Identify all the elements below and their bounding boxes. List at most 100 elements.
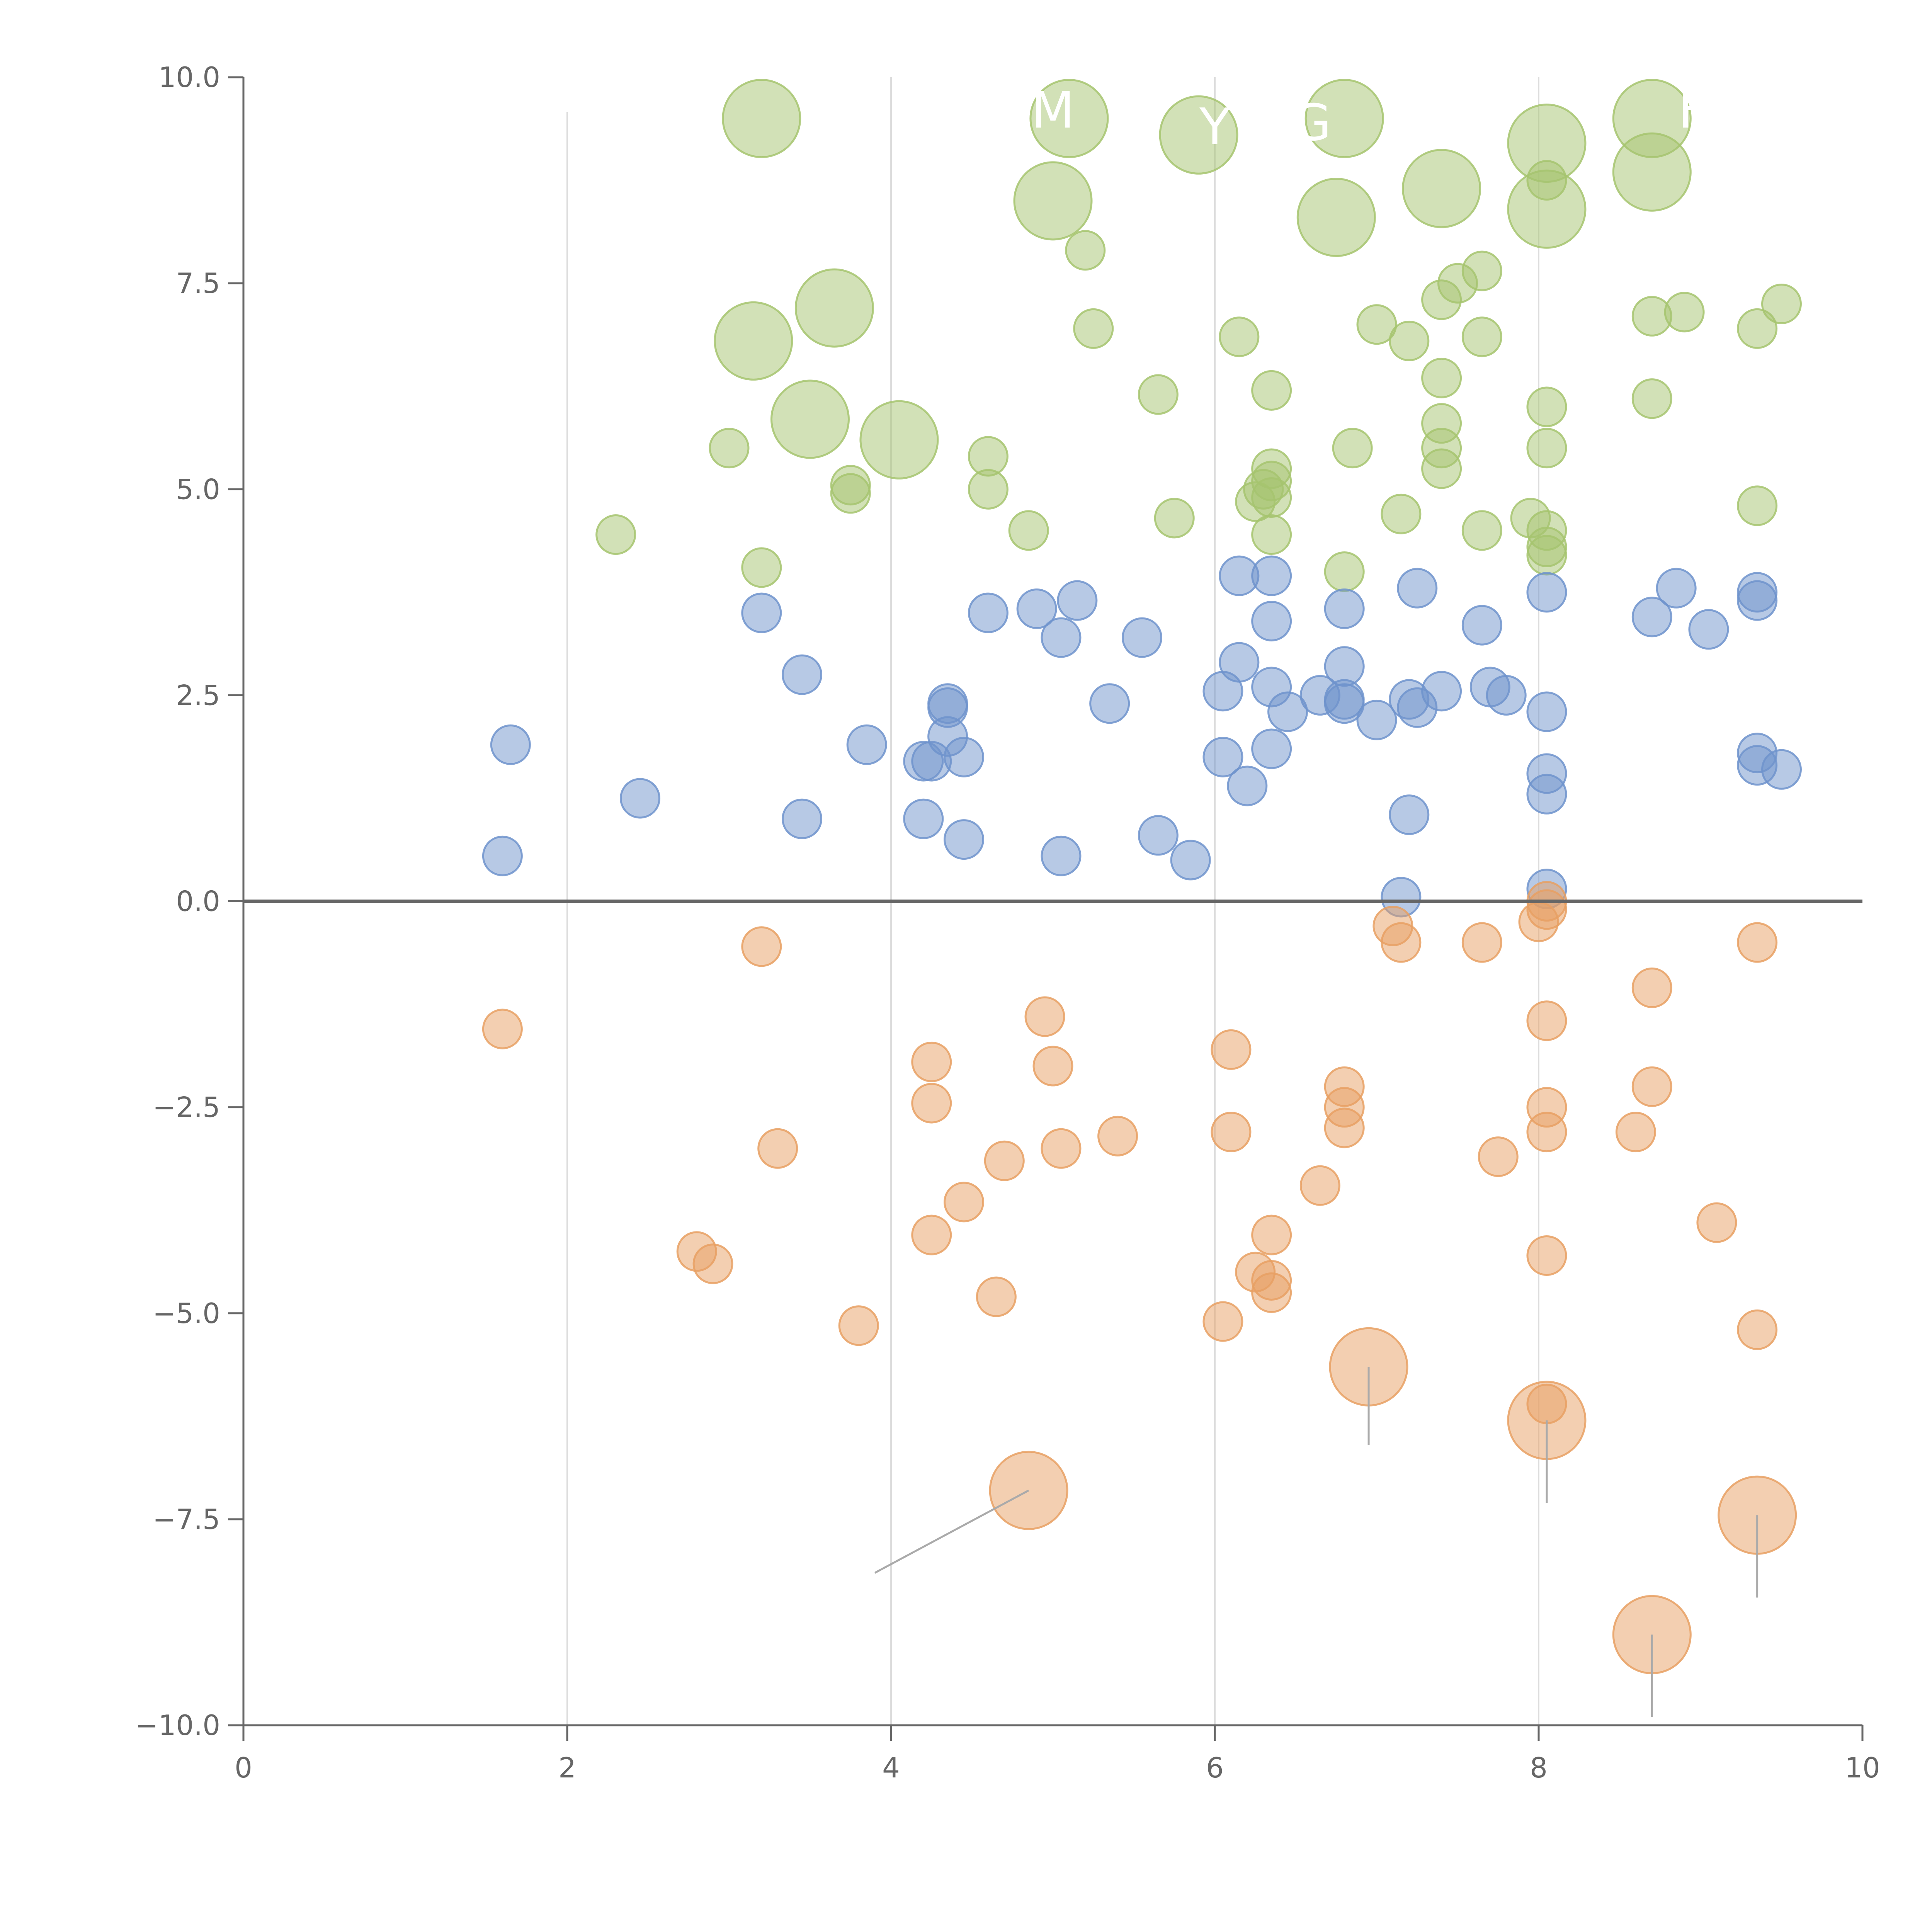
green-point <box>1461 316 1502 357</box>
green-point <box>794 268 874 348</box>
green-point <box>1073 308 1114 349</box>
orange-point <box>1251 1272 1292 1313</box>
orange-point <box>944 1182 985 1223</box>
green-point <box>770 379 850 459</box>
y-tick-label: −10.0 <box>135 1709 220 1742</box>
green-point <box>859 400 939 480</box>
blue-point <box>1421 671 1462 712</box>
green-point <box>1664 292 1705 333</box>
blue-point <box>944 736 985 777</box>
orange-point <box>1324 1107 1365 1148</box>
green-point <box>1526 386 1567 427</box>
blue-point <box>1267 691 1308 732</box>
y-tick-label: −5.0 <box>153 1297 220 1330</box>
green-point <box>1612 132 1692 212</box>
blue-point <box>1324 683 1365 724</box>
axes: 0 2 4 6 8 10 −10.0 −7.5 −5.0 −2.5 0.0 2.5 5.0 7.5 10.0 <box>135 61 1880 1784</box>
green-point <box>1526 535 1567 576</box>
blue-point <box>1486 675 1527 716</box>
blue-point <box>782 798 823 839</box>
blue-point <box>1121 617 1162 658</box>
green-point <box>1631 378 1672 419</box>
orange-point <box>1526 1383 1567 1424</box>
orange-point <box>1737 1309 1778 1350</box>
x-tick-label: 10 <box>1845 1752 1880 1784</box>
orange-point <box>1032 1046 1073 1087</box>
orange-point <box>1024 996 1065 1037</box>
blue-point <box>782 654 823 695</box>
point-label: F <box>1678 81 1707 139</box>
orange-point <box>1526 1000 1567 1041</box>
orange-point <box>1202 1301 1243 1342</box>
blue-point <box>1737 580 1778 621</box>
green-point <box>722 79 801 158</box>
y-tick-label: −2.5 <box>153 1091 220 1124</box>
green-point <box>1154 498 1195 539</box>
green-point <box>1332 428 1373 469</box>
blue-point <box>1461 605 1502 646</box>
point-label: M <box>1031 81 1075 139</box>
y-tick-label: 0.0 <box>176 885 220 918</box>
x-tick-label: 2 <box>558 1752 576 1784</box>
blue-point <box>1138 815 1179 856</box>
blue-point <box>1251 728 1292 769</box>
green-point <box>1737 308 1778 349</box>
blue-point <box>1526 774 1567 815</box>
orange-point <box>1251 1214 1292 1255</box>
green-point <box>1008 510 1049 551</box>
x-tick-label: 6 <box>1206 1752 1224 1784</box>
green-point <box>1461 250 1502 291</box>
orange-point <box>1696 1202 1737 1243</box>
blue-point <box>1526 691 1567 732</box>
green-point <box>1159 95 1238 175</box>
green-point <box>1065 230 1106 271</box>
blue-point <box>741 592 782 633</box>
green-point <box>1421 448 1462 489</box>
green-point <box>714 301 793 381</box>
orange-point <box>741 926 782 967</box>
blue-point <box>1219 642 1260 683</box>
blue-point <box>1389 794 1430 835</box>
orange-point <box>1211 1029 1252 1070</box>
data-points <box>482 79 1802 1674</box>
blue-point <box>1761 749 1802 790</box>
orange-point <box>1526 1112 1567 1153</box>
orange-point <box>1211 1112 1252 1153</box>
green-point <box>1526 428 1567 469</box>
blue-point <box>1356 699 1397 740</box>
blue-point <box>1041 835 1082 876</box>
x-tick-label: 0 <box>235 1752 252 1784</box>
blue-point <box>1324 588 1365 629</box>
y-tick-label: −7.5 <box>153 1503 220 1536</box>
orange-point <box>1478 1136 1519 1177</box>
green-point <box>1013 161 1093 241</box>
green-point <box>1461 510 1502 551</box>
green-point <box>709 428 750 469</box>
blue-point <box>1631 597 1672 638</box>
label-leader-lines <box>874 1367 1759 1717</box>
green-point <box>830 473 871 514</box>
orange-point <box>1631 967 1672 1008</box>
green-point <box>1526 160 1567 201</box>
green-point <box>1138 374 1179 415</box>
blue-point <box>1397 568 1438 609</box>
orange-point <box>692 1243 733 1284</box>
green-point <box>1029 79 1109 158</box>
green-point <box>1761 283 1802 324</box>
green-point <box>1356 304 1397 345</box>
orange-point <box>1526 1235 1567 1276</box>
orange-point <box>1461 922 1502 963</box>
blue-point <box>1251 555 1292 596</box>
blue-point <box>944 819 985 860</box>
blue-point <box>1688 609 1729 650</box>
blue-point <box>490 724 531 765</box>
blue-point <box>1656 568 1697 609</box>
green-point <box>1304 79 1384 158</box>
orange-point <box>1381 922 1422 963</box>
blue-point <box>1202 736 1243 777</box>
leader-line <box>874 1490 1029 1574</box>
orange-point <box>482 1009 523 1049</box>
y-tick-label: 10.0 <box>158 61 220 94</box>
orange-point <box>1737 922 1778 963</box>
